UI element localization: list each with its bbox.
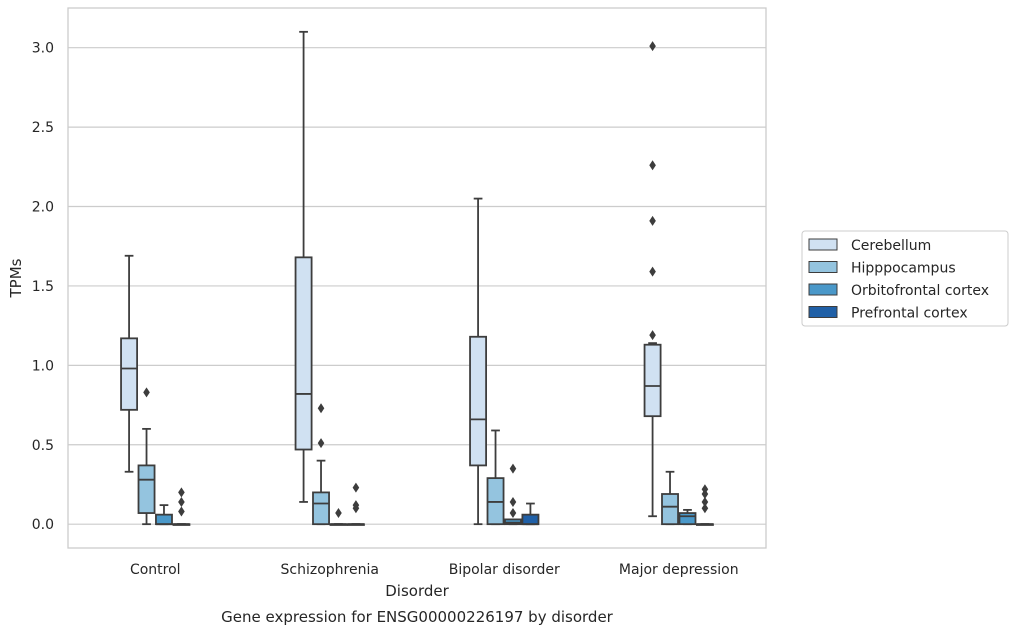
box-0-3: [643, 41, 662, 518]
box-iqr: [155, 513, 173, 526]
outlier-point: [509, 463, 517, 474]
outlier-point: [178, 496, 185, 507]
boxplot-marks: [120, 30, 714, 526]
box-3-1: [346, 482, 365, 526]
y-axis-title: TPMs: [7, 258, 25, 298]
box-3-2: [521, 502, 540, 526]
plot-frame: [67, 7, 767, 549]
box-1-2: [486, 429, 505, 526]
y-tick-label: 2.5: [32, 120, 54, 136]
box-iqr: [294, 256, 313, 451]
box-3-0: [172, 487, 191, 526]
y-tick-label: 2.0: [32, 200, 54, 216]
gridlines: [68, 47, 766, 525]
outlier-point: [178, 487, 185, 498]
x-tick-label: Bipolar disorder: [449, 562, 560, 578]
box-2-3: [678, 508, 697, 526]
outlier-point: [509, 496, 517, 507]
box-1-0: [137, 387, 156, 526]
box-iqr: [312, 491, 330, 526]
box-1-3: [661, 470, 679, 526]
legend-swatch: [808, 261, 838, 273]
outlier-point: [701, 484, 709, 495]
box-0-0: [120, 254, 139, 473]
outlier-point: [649, 330, 656, 341]
box-2-0: [155, 504, 173, 526]
legend: Cerebellum Hipppocampus Orbitofrontal cort…: [801, 230, 1009, 327]
box-3-3: [696, 484, 714, 526]
outlier-point: [509, 508, 517, 519]
outlier-point: [649, 41, 656, 52]
box-0-1: [294, 30, 313, 503]
legend-label: Cerebellum: [851, 238, 931, 254]
x-tick-label: Control: [130, 562, 181, 578]
legend-label: Prefrontal cortex: [851, 306, 968, 322]
outlier-point: [352, 482, 360, 493]
outlier-point: [701, 503, 709, 514]
legend-swatch: [808, 283, 838, 296]
legend-swatch: [808, 238, 838, 251]
y-tick-label: 1.5: [32, 279, 54, 295]
chart-title: Gene expression for ENSG00000226197 by d…: [221, 608, 614, 626]
x-tick-label: Schizophrenia: [281, 562, 379, 578]
box-iqr: [678, 512, 697, 526]
y-tick-labels: 0.0 0.5 1.0 1.5 2.0 2.5 3.0: [32, 41, 54, 533]
box-iqr: [661, 493, 679, 526]
outlier-point: [701, 496, 709, 507]
legend-label: Hipppocampus: [851, 261, 956, 277]
outlier-point: [649, 160, 656, 171]
box-1-1: [312, 403, 330, 526]
legend-swatch: [808, 306, 838, 318]
legend-frame: [801, 230, 1009, 327]
box-iqr: [120, 337, 139, 411]
outlier-point: [178, 506, 185, 517]
box-0-2: [469, 197, 487, 526]
outlier-point: [335, 508, 342, 519]
x-axis-title: Disorder: [385, 582, 449, 600]
y-tick-label: 0.0: [32, 517, 54, 533]
box-2-2: [504, 463, 522, 526]
outlier-point: [317, 438, 325, 449]
box-iqr: [469, 335, 487, 467]
outlier-point: [649, 215, 656, 226]
legend-label: Orbitofrontal cortex: [851, 283, 989, 299]
y-tick-label: 1.0: [32, 358, 54, 374]
box-iqr: [137, 464, 156, 514]
outlier-point: [352, 500, 360, 511]
x-tick-label: Major depression: [619, 562, 739, 578]
box-iqr: [521, 513, 540, 526]
outlier-point: [317, 403, 325, 414]
y-tick-label: 0.5: [32, 438, 54, 454]
y-tick-label: 3.0: [32, 41, 54, 57]
outlier-point: [649, 266, 656, 277]
box-2-1: [329, 508, 348, 526]
outlier-point: [143, 387, 150, 398]
x-tick-labels: Control Schizophrenia Bipolar disorder Majo…: [130, 562, 739, 578]
box-iqr: [643, 343, 662, 418]
